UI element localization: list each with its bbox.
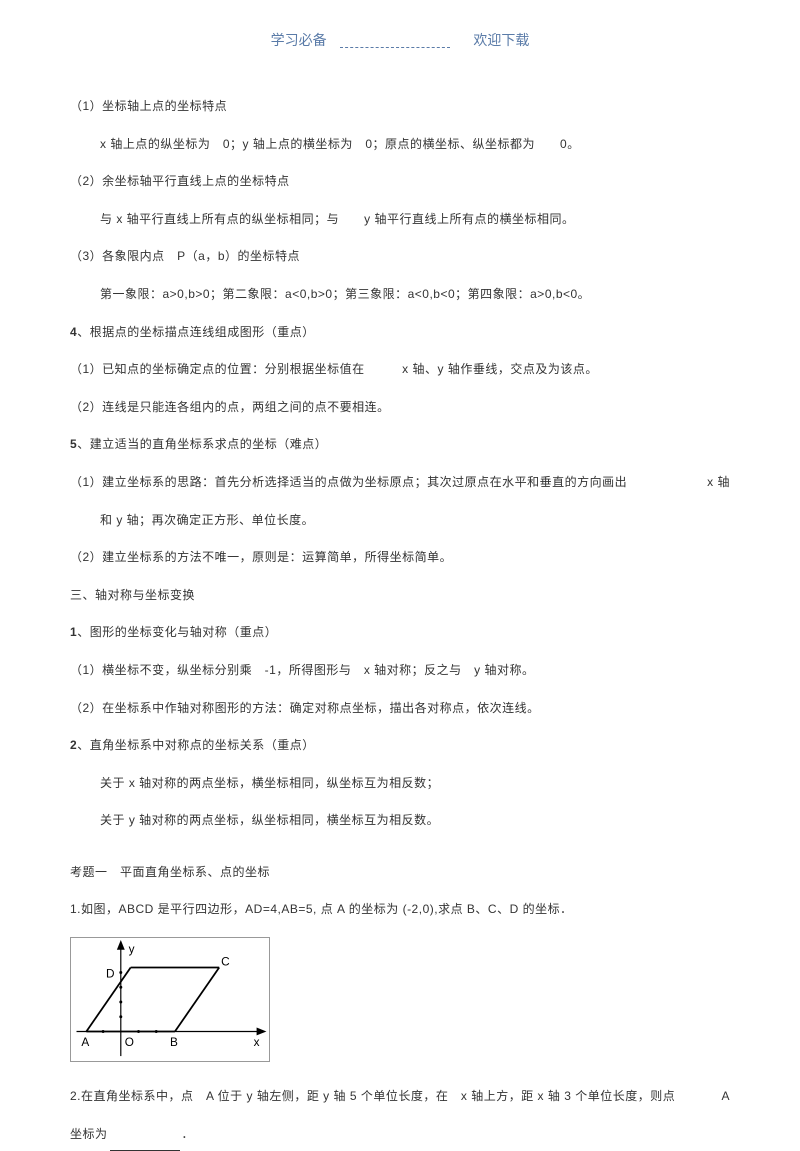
text-line: （2）建立坐标系的方法不唯一，原则是：运算简单，所得坐标简单。: [70, 541, 730, 575]
text-line: 第一象限：a>0,b>0；第二象限：a<0,b>0；第三象限：a<0,b<0；第…: [70, 278, 730, 312]
text-span: A: [721, 1080, 730, 1114]
text-line: （3）各象限内点 P（a，b）的坐标特点: [70, 240, 730, 274]
text-span: 2.在直角坐标系中，点 A 位于 y 轴左侧，距 y 轴 5 个单位长度，在 x…: [70, 1089, 675, 1103]
text-span: 、根据点的坐标描点连线组成图形（重点）: [77, 325, 315, 339]
text-line: （2）连线是只能连各组内的点，两组之间的点不要相连。: [70, 391, 730, 425]
origin-label: O: [125, 1035, 135, 1049]
text-line: （1）已知点的坐标确定点的位置：分别根据坐标值在 x 轴、y 轴作垂线，交点及为…: [70, 353, 730, 387]
text-line: 与 x 轴平行直线上所有点的纵坐标相同；与 y 轴平行直线上所有点的横坐标相同。: [70, 203, 730, 237]
text-span: 、直角坐标系中对称点的坐标关系（重点）: [77, 738, 315, 752]
text-line: 4、根据点的坐标描点连线组成图形（重点）: [70, 316, 730, 350]
point-label-d: D: [106, 966, 115, 980]
parallelogram-diagram: y x A B C D O: [70, 937, 270, 1062]
text-line: 2、直角坐标系中对称点的坐标关系（重点）: [70, 729, 730, 763]
text-line: 1、图形的坐标变化与轴对称（重点）: [70, 616, 730, 650]
axis-label-x: x: [254, 1035, 260, 1049]
header-underline: [340, 47, 450, 48]
text-line: 三、轴对称与坐标变换: [70, 579, 730, 613]
text-line: 和 y 轴；再次确定正方形、单位长度。: [70, 504, 730, 538]
text-line: （1）坐标轴上点的坐标特点: [70, 90, 730, 124]
text-line: 关于 x 轴对称的两点坐标，横坐标相同，纵坐标互为相反数；: [70, 767, 730, 801]
text-line: 关于 y 轴对称的两点坐标，纵坐标相同，横坐标互为相反数。: [70, 804, 730, 838]
text-line: 考题一 平面直角坐标系、点的坐标: [70, 856, 730, 890]
header-left-text: 学习必备: [271, 30, 327, 50]
text-line: （2）在坐标系中作轴对称图形的方法：确定对称点坐标，描出各对称点，依次连线。: [70, 692, 730, 726]
text-line: x 轴上点的纵坐标为 0；y 轴上点的横坐标为 0；原点的横坐标、纵坐标都为 0…: [70, 128, 730, 162]
text-line: 坐标为 ．: [70, 1118, 730, 1151]
text-line: （1）横坐标不变，纵坐标分别乘 -1，所得图形与 x 轴对称；反之与 y 轴对称…: [70, 654, 730, 688]
text-span: x 轴: [707, 466, 730, 500]
text-line: 1.如图，ABCD 是平行四边形，AD=4,AB=5, 点 A 的坐标为 (-2…: [70, 893, 730, 927]
axis-label-y: y: [129, 942, 135, 956]
text-span: （1）建立坐标系的思路：首先分析选择适当的点做为坐标原点；其次过原点在水平和垂直…: [70, 475, 627, 489]
point-label-b: B: [170, 1035, 178, 1049]
text-line: 5、建立适当的直角坐标系求点的坐标（难点）: [70, 428, 730, 462]
point-label-a: A: [81, 1035, 89, 1049]
text-span: 、图形的坐标变化与轴对称（重点）: [77, 625, 277, 639]
page-header: 学习必备 欢迎下载: [70, 30, 730, 50]
text-span: ．: [182, 1127, 195, 1141]
text-line: （2）余坐标轴平行直线上点的坐标特点: [70, 165, 730, 199]
text-span: 、建立适当的直角坐标系求点的坐标（难点）: [77, 437, 327, 451]
document-content: （1）坐标轴上点的坐标特点 x 轴上点的纵坐标为 0；y 轴上点的横坐标为 0；…: [70, 90, 730, 1151]
text-line: （1）建立坐标系的思路：首先分析选择适当的点做为坐标原点；其次过原点在水平和垂直…: [70, 466, 730, 500]
text-span: 坐标为: [70, 1127, 108, 1141]
text-line: 2.在直角坐标系中，点 A 位于 y 轴左侧，距 y 轴 5 个单位长度，在 x…: [70, 1080, 730, 1114]
point-label-c: C: [221, 955, 230, 969]
header-right-text: 欢迎下载: [473, 30, 529, 50]
